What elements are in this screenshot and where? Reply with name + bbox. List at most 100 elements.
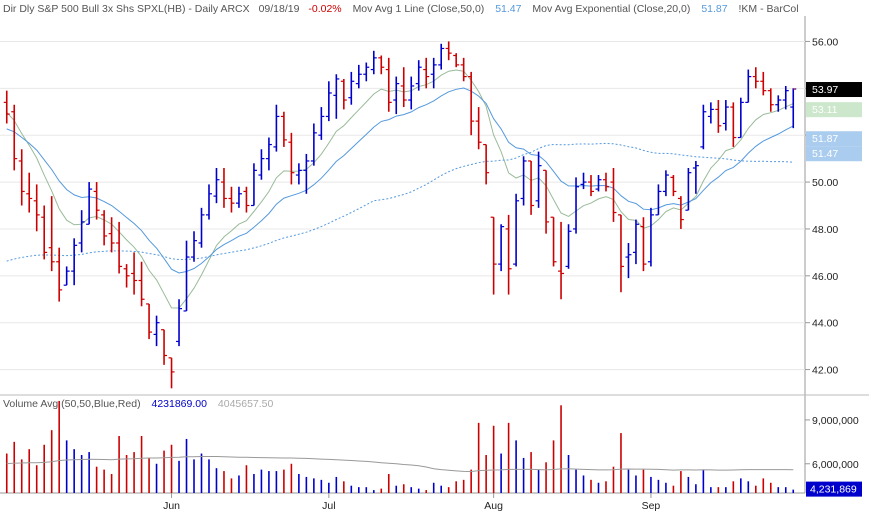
price-box-label-1: 53.11 [812, 104, 838, 116]
ohlc-bar-83 [625, 243, 632, 279]
ohlc-bar-31 [235, 186, 242, 208]
ohlc-bar-3 [26, 172, 33, 213]
price-box-0 [806, 82, 862, 98]
y-tick-label-2: 46.00 [812, 271, 838, 283]
ohlc-bar-43 [325, 81, 332, 122]
ma2-value: 51.87 [701, 3, 727, 15]
ohlc-bar-89 [670, 175, 677, 197]
ohlc-bar-29 [220, 168, 227, 208]
ohlc-bar-76 [573, 177, 580, 234]
ohlc-bar-62 [468, 71, 475, 136]
ohlc-bar-22 [168, 357, 175, 389]
ohlc-bar-14 [108, 217, 115, 253]
chart-date: 09/18/19 [259, 3, 300, 15]
y-tick-label-1: 44.00 [812, 318, 838, 330]
ohlc-bar-52 [393, 76, 400, 115]
price-box-1 [806, 102, 862, 118]
ohlc-bar-79 [595, 175, 602, 192]
ohlc-bar-20 [153, 315, 160, 347]
ema-20-line [6, 87, 794, 274]
ohlc-bar-101 [760, 71, 767, 96]
ohlc-bar-100 [752, 67, 759, 89]
ohlc-bar-45 [340, 78, 347, 110]
ohlc-bar-75 [565, 224, 572, 269]
header-extra: !KM - BarCol [739, 3, 799, 15]
ohlc-bar-51 [385, 57, 392, 112]
ohlc-bar-34 [258, 149, 265, 180]
ohlc-bar-63 [475, 107, 482, 150]
ohlc-bar-72 [543, 169, 550, 234]
ohlc-bar-39 [295, 163, 302, 185]
ohlc-bar-48 [363, 62, 370, 82]
ohlc-bar-74 [558, 221, 565, 300]
ohlc-bar-41 [310, 123, 317, 166]
ohlc-bar-33 [250, 163, 257, 207]
moving-average-lines [6, 69, 794, 309]
ohlc-bar-6 [48, 196, 55, 272]
ohlc-bar-28 [213, 168, 220, 204]
ohlc-bar-37 [280, 111, 287, 147]
x-tick-label-0: Jun [163, 500, 180, 512]
ohlc-bar-94 [707, 102, 714, 124]
ohlc-bar-26 [198, 207, 205, 248]
ohlc-bar-18 [138, 261, 145, 307]
ohlc-bar-12 [93, 182, 100, 220]
ohlc-bar-61 [460, 57, 467, 82]
ohlc-bar-64 [483, 143, 490, 185]
ohlc-bar-5 [41, 205, 48, 260]
ohlc-bar-44 [333, 74, 340, 119]
x-tick-label-1: Jul [322, 500, 335, 512]
volume-avg-line [6, 456, 794, 473]
ohlc-bar-97 [730, 102, 737, 147]
ohlc-bar-82 [617, 214, 624, 293]
ohlc-bar-0 [3, 90, 10, 124]
x-tick-label-3: Sep [642, 500, 661, 512]
ohlc-bar-8 [63, 266, 70, 286]
volume-box-label: 4,231,869 [810, 484, 857, 496]
ohlc-bar-96 [722, 100, 729, 131]
volume-value-1: 4231869.00 [151, 398, 207, 410]
ohlc-bar-16 [123, 264, 130, 288]
ohlc-bar-1 [11, 104, 18, 171]
ohlc-bar-10 [78, 210, 85, 253]
ohlc-bar-86 [647, 207, 654, 267]
x-tick-label-2: Aug [484, 500, 503, 512]
x-tick-labels: Jun Jul Aug Sep [163, 493, 660, 512]
ohlc-bar-65 [490, 216, 497, 295]
ohlc-bar-56 [423, 57, 430, 89]
ohlc-bar-35 [265, 137, 272, 171]
ma1-label: Mov Avg 1 Line (Close,50,0) [353, 3, 485, 15]
ohlc-bar-87 [655, 184, 662, 216]
ohlc-bar-93 [700, 104, 707, 150]
ohlc-bar-103 [775, 95, 782, 112]
ohlc-bar-7 [56, 247, 63, 302]
volume-label: Volume Avg (50,50,Blue,Red) [3, 398, 141, 410]
ohlc-bar-50 [378, 55, 385, 75]
ohlc-bar-60 [453, 53, 460, 68]
price-box-3 [806, 146, 862, 162]
ohlc-bar-91 [685, 168, 692, 211]
ohlc-bar-19 [146, 303, 153, 340]
ohlc-bar-66 [498, 224, 505, 272]
ohlc-bar-95 [715, 100, 722, 133]
ohlc-bar-73 [550, 216, 557, 267]
volume-header: Volume Avg (50,50,Blue,Red) 4231869.00 4… [3, 398, 274, 410]
ohlc-bar-80 [602, 172, 609, 192]
volume-box [806, 481, 862, 497]
ohlc-bar-38 [288, 132, 295, 185]
ohlc-bar-67 [505, 214, 512, 295]
ohlc-bar-85 [640, 217, 647, 272]
ohlc-bar-90 [677, 196, 684, 229]
ohlc-bar-40 [303, 153, 310, 194]
ohlc-bar-68 [513, 193, 520, 267]
ohlc-bar-24 [183, 240, 190, 312]
price-box-label-3: 51.47 [812, 148, 838, 160]
ohlc-bar-13 [101, 210, 108, 246]
ohlc-bar-92 [692, 160, 699, 194]
chart-title: Dir Dly S&P 500 Bull 3x Shs SPXL(HB) - D… [3, 3, 250, 15]
ohlc-bar-99 [745, 69, 752, 103]
y-tick-label-3: 48.00 [812, 224, 838, 236]
y-tick-label-4: 50.00 [812, 177, 838, 189]
ohlc-bar-55 [415, 60, 422, 91]
